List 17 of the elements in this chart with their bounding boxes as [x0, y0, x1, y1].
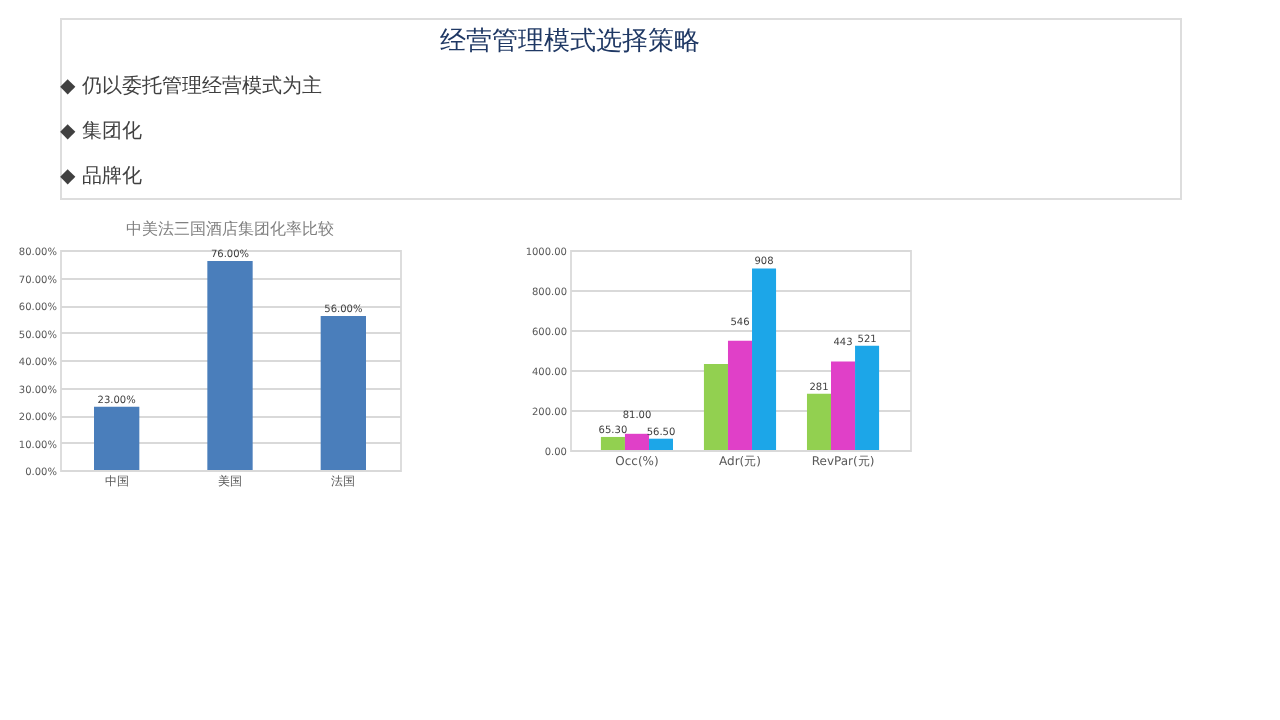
bar [624, 433, 649, 450]
text: ◆ 集团化 [60, 118, 142, 143]
bar [855, 345, 880, 450]
bar [727, 340, 753, 450]
bar [831, 361, 856, 450]
bar [207, 261, 253, 470]
bar [320, 316, 366, 470]
bar [703, 364, 728, 450]
text: ◆ 品牌化 [60, 163, 142, 188]
bar [94, 406, 140, 470]
bar [600, 436, 625, 450]
bar [752, 268, 777, 450]
text: 经营管理模式选择策略 [440, 26, 700, 57]
bar [806, 393, 832, 450]
bar [648, 438, 674, 450]
chart-title: 中美法三国酒店集团化率比较 [126, 220, 334, 238]
text: ◆ 仍以委托管理经营模式为主 [60, 73, 322, 98]
